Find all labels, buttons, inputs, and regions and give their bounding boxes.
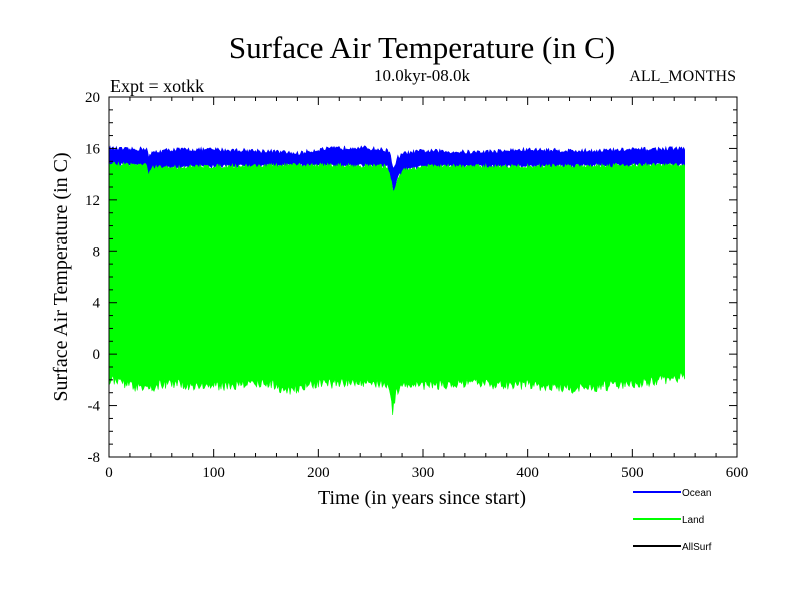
experiment-label: Expt = xotkk [110, 76, 204, 96]
plot-area [108, 145, 685, 415]
x-tick-label: 0 [105, 465, 113, 481]
y-axis-label: Surface Air Temperature (in C) [50, 152, 72, 401]
y-tick-label: -4 [88, 399, 101, 415]
y-tick-label: -8 [88, 450, 101, 466]
y-tick-label: 8 [93, 244, 101, 260]
x-axis-label: Time (in years since start) [318, 487, 526, 509]
x-tick-label: 100 [202, 465, 225, 481]
legend-label-land: Land [682, 515, 704, 526]
y-tick-label: 0 [93, 347, 101, 363]
y-tick-label: 4 [93, 296, 101, 312]
months-label: ALL_MONTHS [629, 68, 736, 85]
x-tick-label: 600 [726, 465, 749, 481]
x-tick-label: 400 [516, 465, 539, 481]
series-band-land [108, 161, 685, 415]
y-tick-label: 20 [85, 90, 100, 106]
chart-title: Surface Air Temperature (in C) [229, 30, 615, 65]
y-tick-label: 16 [85, 141, 101, 157]
legend-label-allsurf: AllSurf [682, 542, 712, 553]
plot-frame [108, 96, 738, 458]
x-tick-label: 200 [307, 465, 330, 481]
period-label: 10.0kyr-08.0k [374, 66, 470, 85]
x-tick-label: 300 [412, 465, 435, 481]
y-tick-label: 12 [85, 193, 100, 209]
legend-label-ocean: Ocean [682, 488, 711, 499]
x-tick-label: 500 [621, 465, 644, 481]
legend: Ocean Land AllSurf [633, 488, 712, 553]
